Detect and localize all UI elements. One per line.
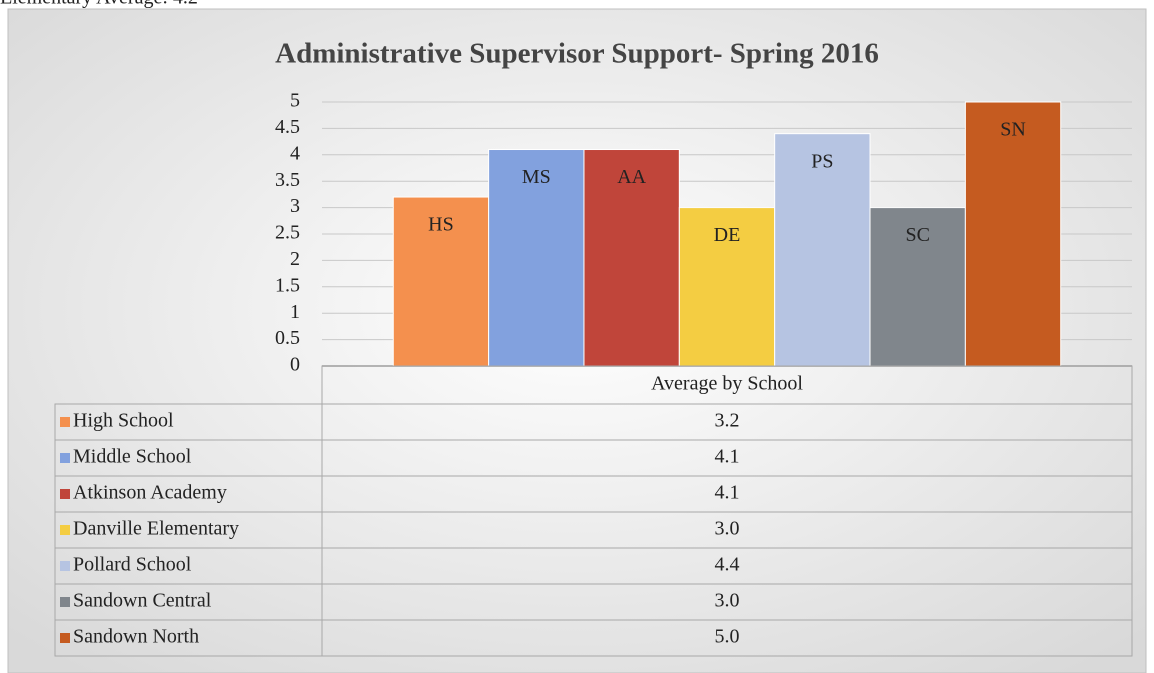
y-tick-label: 2: [290, 248, 300, 270]
bar: [964, 101, 1062, 367]
table-header: Average by School: [651, 373, 803, 395]
legend-swatch: [60, 417, 70, 427]
legend-swatch: [60, 561, 70, 571]
table-value: 4.4: [715, 554, 740, 576]
y-tick-label: 0.5: [275, 327, 300, 349]
legend-label: High School: [73, 410, 174, 432]
y-tick-label: 4: [290, 142, 300, 164]
y-tick-label: 3.5: [275, 169, 300, 191]
y-tick-label: 1: [290, 301, 300, 323]
table-value: 4.1: [715, 482, 740, 504]
bar-label: DE: [714, 224, 741, 246]
table-value: 3.0: [715, 518, 740, 540]
table-cell: [321, 619, 1133, 657]
bar-label: MS: [522, 166, 551, 188]
bar-label: PS: [811, 150, 833, 172]
table-value: 3.0: [715, 590, 740, 612]
legend-swatch: [60, 525, 70, 535]
legend-label: Sandown North: [73, 626, 199, 648]
legend-label: Sandown Central: [73, 590, 212, 612]
table-value: 5.0: [715, 626, 740, 648]
legend-label: Pollard School: [73, 554, 192, 576]
bar-label: SC: [905, 224, 929, 246]
bar: [392, 196, 490, 367]
bar-label: AA: [617, 166, 646, 188]
legend-swatch: [60, 633, 70, 643]
chart-title: Administrative Supervisor Support- Sprin…: [275, 38, 879, 70]
bar-label: SN: [1000, 119, 1026, 141]
legend-label: Atkinson Academy: [73, 482, 227, 504]
legend-swatch: [60, 597, 70, 607]
bar: [678, 207, 776, 367]
y-tick-label: 4.5: [275, 116, 300, 138]
legend-label: Danville Elementary: [73, 518, 239, 540]
header-text: Elementary Average: 4.2: [0, 0, 198, 9]
bar: [774, 133, 871, 367]
y-tick-label: 1.5: [275, 274, 300, 296]
bar: [869, 207, 966, 367]
y-tick-label: 0: [290, 354, 300, 376]
legend-label: Middle School: [73, 446, 192, 468]
legend-swatch: [60, 489, 70, 499]
y-tick-label: 3: [290, 195, 300, 217]
legend-swatch: [60, 453, 70, 463]
table-value: 4.1: [715, 446, 740, 468]
table-value: 3.2: [715, 410, 740, 432]
y-tick-label: 2.5: [275, 222, 300, 244]
bar-label: HS: [428, 214, 454, 236]
y-tick-label: 5: [290, 90, 300, 112]
